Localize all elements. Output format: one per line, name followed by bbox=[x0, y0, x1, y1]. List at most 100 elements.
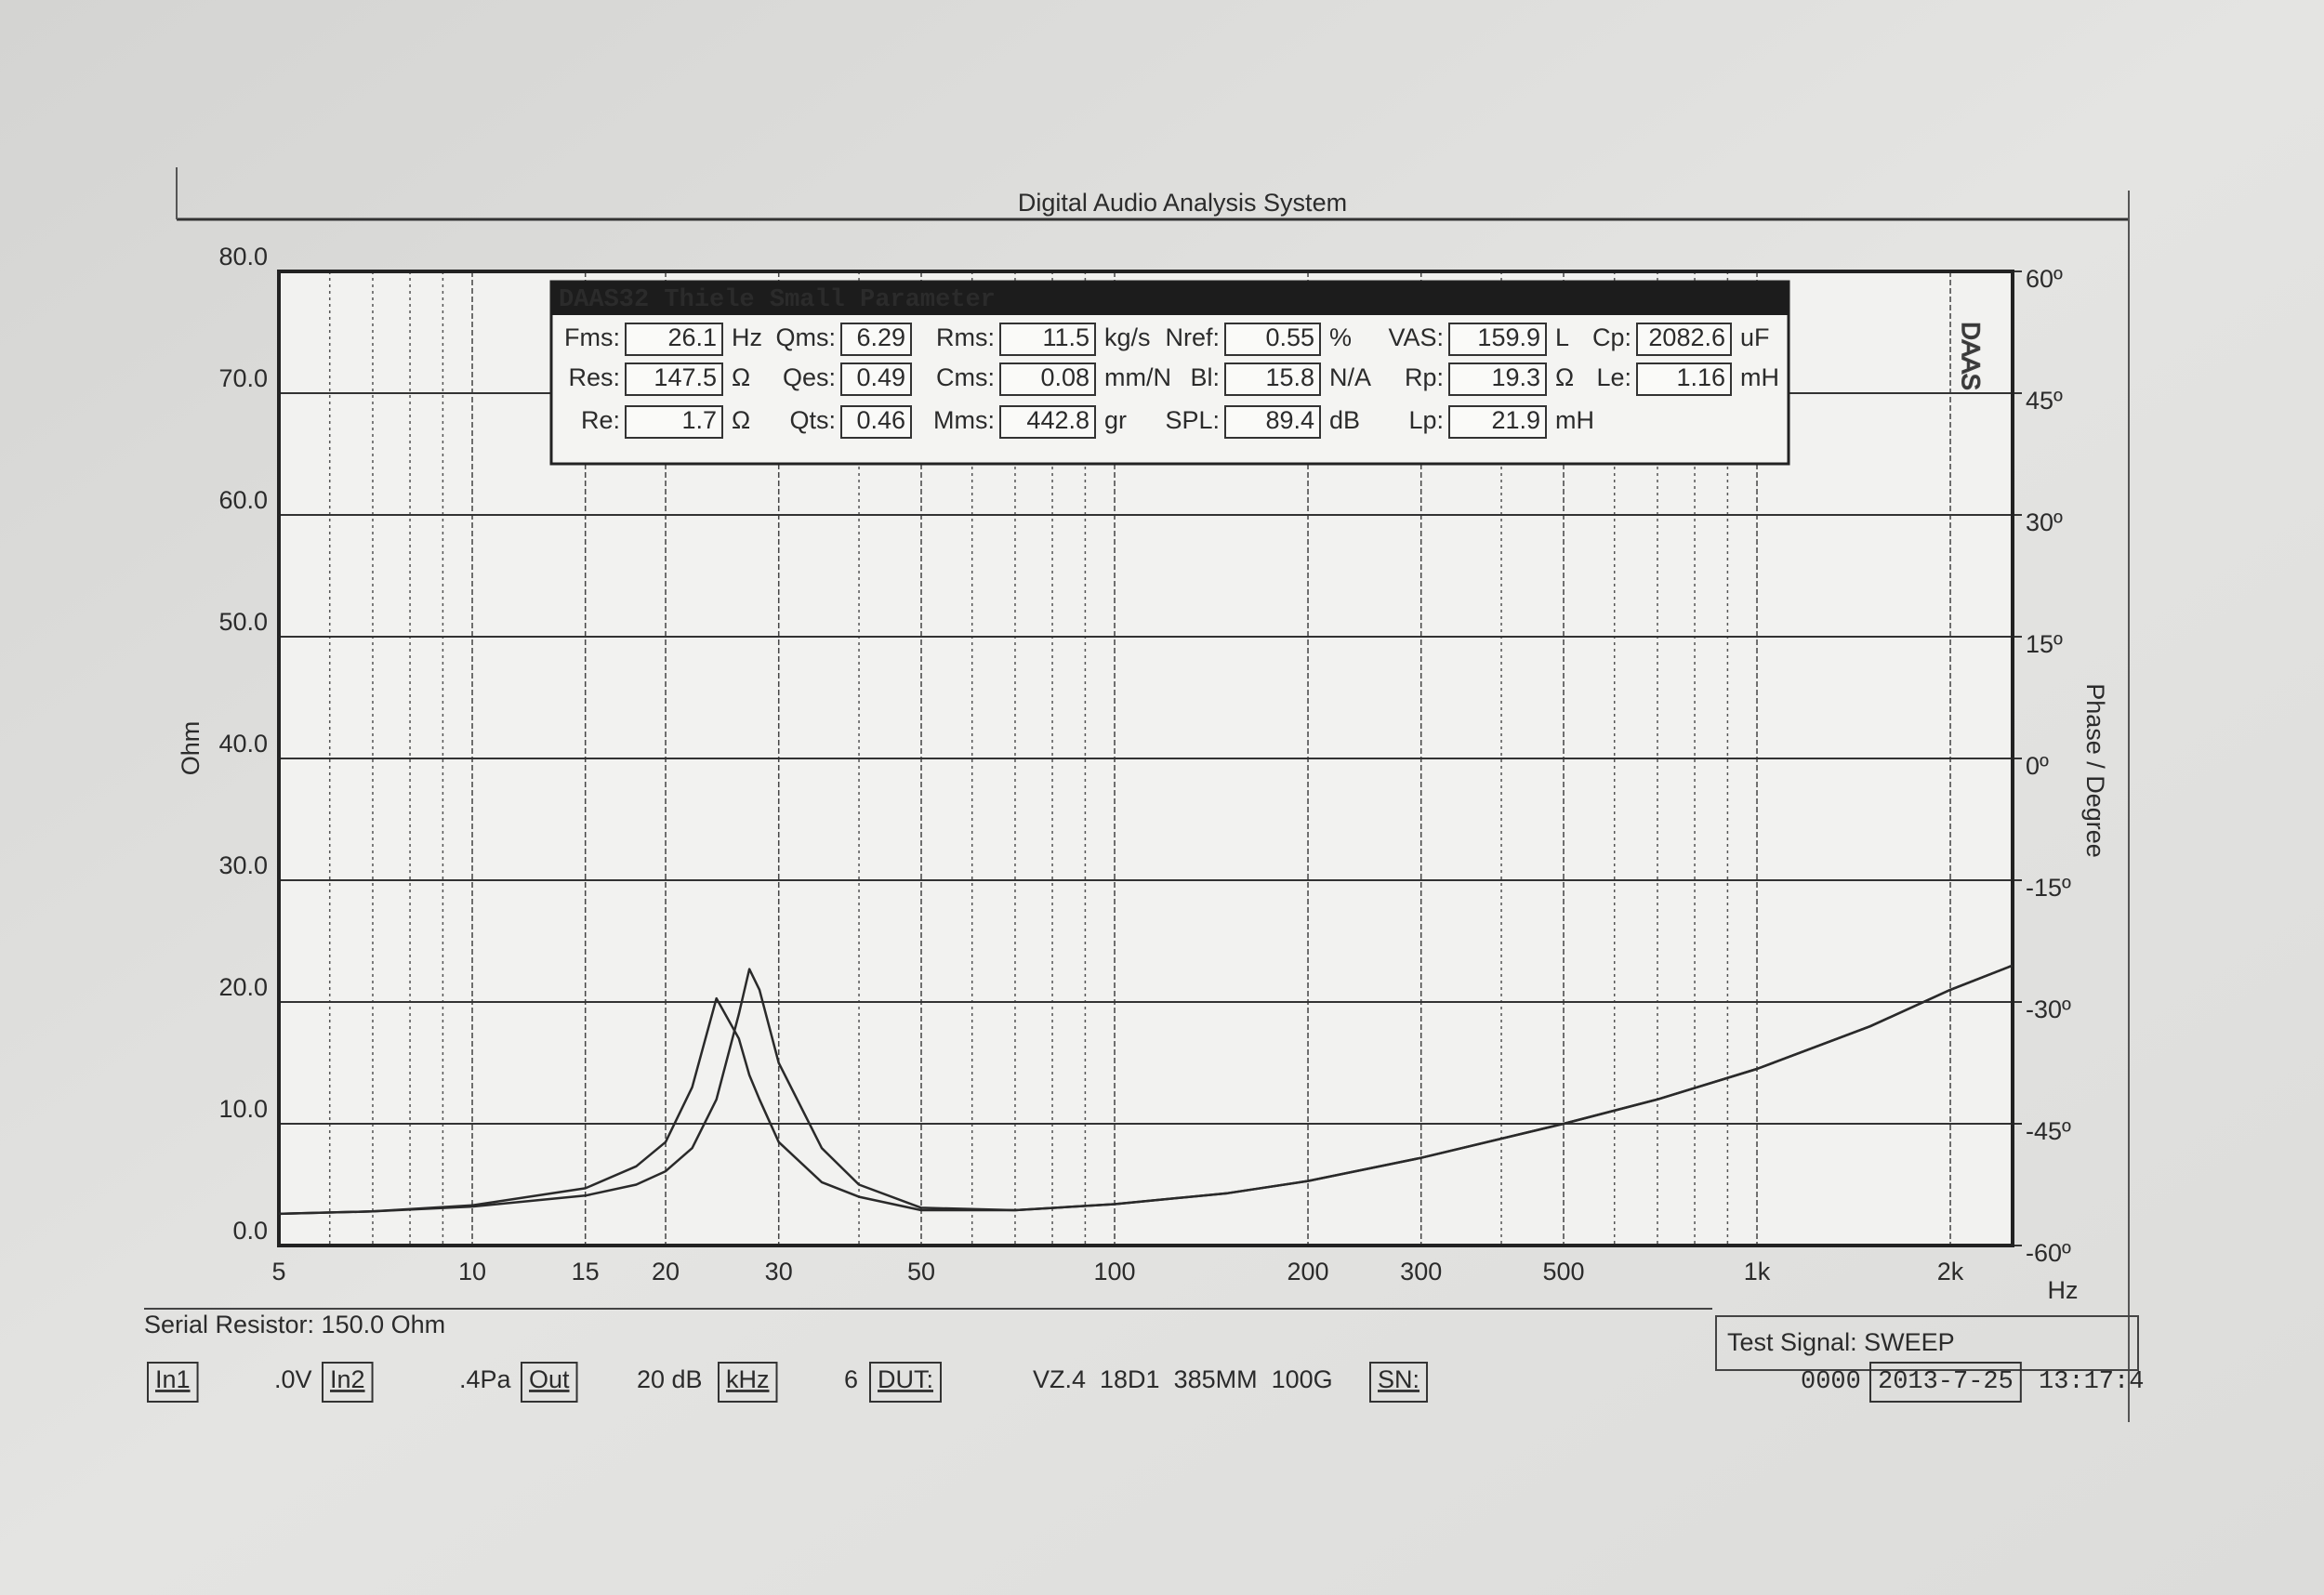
param-unit: Ω bbox=[1555, 363, 1574, 391]
param-unit: Hz bbox=[732, 323, 762, 351]
status-box bbox=[147, 1362, 199, 1403]
status-box bbox=[1369, 1362, 1429, 1403]
param-label: Bl: bbox=[1190, 363, 1220, 391]
param-label: Mms: bbox=[933, 406, 995, 434]
param-unit: mH bbox=[1555, 406, 1594, 434]
param-label: Qes: bbox=[783, 363, 836, 391]
param-value: 21.9 bbox=[1491, 406, 1540, 434]
param-box bbox=[999, 405, 1096, 439]
param-value: 159.9 bbox=[1477, 323, 1540, 351]
parameter-panel: DAAS32 Thiele Small Parameter Fms: 26.1 Hz Q… bbox=[549, 280, 1790, 466]
status-item: Out bbox=[529, 1365, 570, 1393]
param-box bbox=[1636, 362, 1732, 396]
status-item: SN: bbox=[1378, 1365, 1419, 1393]
plot-frame bbox=[277, 270, 2014, 1247]
param-value: 6.29 bbox=[856, 323, 905, 351]
param-label: Lp: bbox=[1408, 406, 1444, 434]
param-value: 2082.6 bbox=[1648, 323, 1725, 351]
y-axis-label: Ohm bbox=[177, 721, 205, 776]
param-box bbox=[1448, 362, 1547, 396]
x-tick-label: 50 bbox=[907, 1258, 935, 1285]
x-tick-label: 500 bbox=[1542, 1258, 1584, 1285]
serial-resistor: Serial Resistor: 150.0 Ohm bbox=[144, 1311, 445, 1338]
param-value: 0.49 bbox=[856, 363, 905, 391]
y2-tick-label: 30º bbox=[2026, 508, 2063, 536]
param-unit: gr bbox=[1104, 406, 1127, 434]
y-tick-label: 20.0 bbox=[218, 973, 268, 1001]
logo: DAAS bbox=[1957, 322, 1985, 390]
param-value: 1.16 bbox=[1676, 363, 1725, 391]
y-tick-label: 70.0 bbox=[218, 364, 268, 392]
y2-axis-label: Phase / Degree bbox=[2081, 683, 2109, 858]
param-box bbox=[1636, 323, 1732, 356]
y2-tick-label: 0º bbox=[2026, 752, 2049, 780]
impedance-curve bbox=[278, 964, 2014, 1216]
param-box bbox=[840, 323, 912, 356]
y2-tick-label: 15º bbox=[2026, 630, 2063, 658]
param-value: 0.46 bbox=[856, 406, 905, 434]
param-value: 19.3 bbox=[1491, 363, 1540, 391]
param-box bbox=[999, 323, 1096, 356]
status-item: .0V bbox=[274, 1365, 312, 1393]
param-label: Res: bbox=[568, 363, 620, 391]
x-tick-label: 200 bbox=[1287, 1258, 1328, 1285]
y2-tick-label: -60º bbox=[2026, 1239, 2071, 1267]
param-label: Cms: bbox=[936, 363, 995, 391]
status-item: 2013-7-25 bbox=[1878, 1368, 2014, 1396]
param-box bbox=[625, 362, 723, 396]
param-label: Le: bbox=[1596, 363, 1631, 391]
x-tick-label: 30 bbox=[765, 1258, 793, 1285]
status-item: 13:17:4 bbox=[2039, 1368, 2144, 1396]
param-label: Re: bbox=[581, 406, 620, 434]
status-item: VZ.4 18D1 385MM 100G bbox=[1033, 1365, 1333, 1393]
y2-tick-label: 60º bbox=[2026, 265, 2063, 293]
param-value: 26.1 bbox=[667, 323, 717, 351]
param-label: SPL: bbox=[1165, 406, 1220, 434]
status-box bbox=[1869, 1362, 2022, 1403]
status-bar: In1 .0V In2 .4Pa Out 20 dB kHz 6 DUT: VZ.4 18D1 3… bbox=[147, 1362, 2144, 1403]
param-label: Cp: bbox=[1592, 323, 1631, 351]
panel-title: DAAS32 Thiele Small Parameter bbox=[559, 286, 996, 314]
y2-tick-label: -15º bbox=[2026, 874, 2071, 902]
x-tick-label: 15 bbox=[572, 1258, 600, 1285]
y2-tick-label: -45º bbox=[2026, 1117, 2071, 1145]
test-signal: Test Signal: SWEEP bbox=[1727, 1328, 1955, 1356]
param-unit: kg/s bbox=[1104, 323, 1151, 351]
status-item: 6 bbox=[844, 1365, 858, 1393]
param-value: 0.08 bbox=[1040, 363, 1089, 391]
param-label: Qms: bbox=[776, 323, 837, 351]
status-item: In2 bbox=[330, 1365, 365, 1393]
test-signal-box bbox=[1715, 1315, 2139, 1371]
y-tick-label: 50.0 bbox=[218, 608, 268, 636]
param-unit: mH bbox=[1740, 363, 1779, 391]
param-box bbox=[625, 323, 723, 356]
status-item: 20 dB bbox=[637, 1365, 703, 1393]
param-unit: Ω bbox=[732, 406, 750, 434]
status-item: In1 bbox=[155, 1365, 191, 1393]
y-tick-label: 60.0 bbox=[218, 486, 268, 514]
param-value: 0.55 bbox=[1265, 323, 1314, 351]
x-tick-label: 5 bbox=[271, 1258, 285, 1285]
status-box bbox=[521, 1362, 578, 1403]
param-unit: mm/N bbox=[1104, 363, 1171, 391]
y-tick-label: 0.0 bbox=[232, 1217, 268, 1245]
param-box bbox=[625, 405, 723, 439]
chart-title: Digital Audio Analysis System bbox=[1018, 189, 1347, 217]
y2-tick-label: 45º bbox=[2026, 387, 2063, 415]
x-unit: Hz bbox=[2048, 1276, 2079, 1304]
param-value: 11.5 bbox=[1042, 323, 1089, 351]
status-item: kHz bbox=[726, 1365, 770, 1393]
param-label: Nref: bbox=[1165, 323, 1220, 351]
status-box bbox=[322, 1362, 374, 1403]
param-value: 1.7 bbox=[681, 406, 717, 434]
x-tick-label: 2k bbox=[1937, 1258, 1964, 1285]
y-tick-label: 30.0 bbox=[218, 851, 268, 879]
param-box bbox=[1224, 405, 1321, 439]
panel-titlebar bbox=[551, 282, 1789, 315]
param-box bbox=[1448, 405, 1547, 439]
param-box bbox=[1448, 323, 1547, 356]
param-box bbox=[1224, 323, 1321, 356]
x-tick-label: 20 bbox=[652, 1258, 680, 1285]
